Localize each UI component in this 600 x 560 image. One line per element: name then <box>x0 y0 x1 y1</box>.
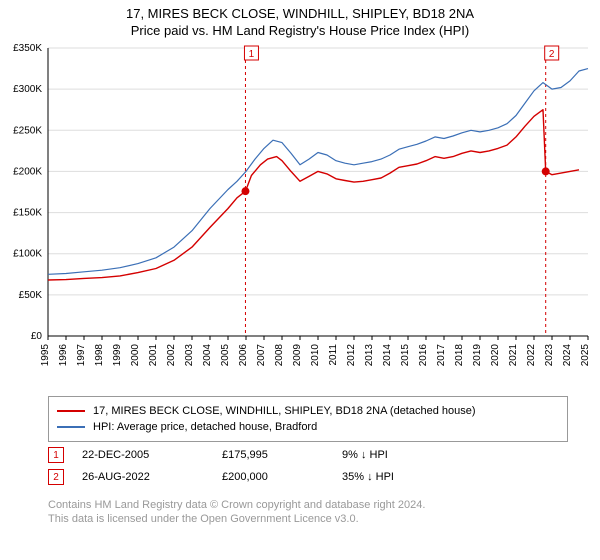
legend: 17, MIRES BECK CLOSE, WINDHILL, SHIPLEY,… <box>48 396 568 442</box>
svg-text:£150K: £150K <box>13 208 42 219</box>
svg-text:2022: 2022 <box>526 344 537 367</box>
svg-text:2015: 2015 <box>400 344 411 367</box>
sale-marker-num: 2 <box>53 472 59 483</box>
svg-text:2013: 2013 <box>364 344 375 367</box>
sale-marker-num: 1 <box>53 450 59 461</box>
sale-marker-1: 1 <box>48 447 64 463</box>
legend-swatch-subject <box>57 410 85 412</box>
sale-delta: 35% ↓ HPI <box>342 471 462 483</box>
legend-row: HPI: Average price, detached house, Brad… <box>57 419 559 435</box>
table-row: 2 26-AUG-2022 £200,000 35% ↓ HPI <box>48 466 550 488</box>
chart-title: 17, MIRES BECK CLOSE, WINDHILL, SHIPLEY,… <box>0 0 600 21</box>
chart-svg: £0£50K£100K£150K£200K£250K£300K£350K1995… <box>48 48 588 368</box>
svg-text:£300K: £300K <box>13 84 42 95</box>
svg-text:£200K: £200K <box>13 166 42 177</box>
svg-text:2005: 2005 <box>220 344 231 367</box>
svg-text:1995: 1995 <box>40 344 51 367</box>
svg-text:2009: 2009 <box>292 344 303 367</box>
svg-text:2014: 2014 <box>382 344 393 367</box>
svg-text:2000: 2000 <box>130 344 141 367</box>
svg-text:2023: 2023 <box>544 344 555 367</box>
svg-text:2008: 2008 <box>274 344 285 367</box>
chart-subtitle: Price paid vs. HM Land Registry's House … <box>0 21 600 38</box>
svg-text:1996: 1996 <box>58 344 69 367</box>
sale-delta: 9% ↓ HPI <box>342 449 462 461</box>
svg-text:1999: 1999 <box>112 344 123 367</box>
attrib-line: Contains HM Land Registry data © Crown c… <box>48 498 425 512</box>
svg-text:2010: 2010 <box>310 344 321 367</box>
svg-text:2004: 2004 <box>202 344 213 367</box>
svg-text:1: 1 <box>249 49 255 60</box>
svg-text:2016: 2016 <box>418 344 429 367</box>
svg-text:2019: 2019 <box>472 344 483 367</box>
svg-text:2002: 2002 <box>166 344 177 367</box>
svg-text:2007: 2007 <box>256 344 267 367</box>
table-row: 1 22-DEC-2005 £175,995 9% ↓ HPI <box>48 444 550 466</box>
chart-area: £0£50K£100K£150K£200K£250K£300K£350K1995… <box>48 48 588 368</box>
sale-marker-2: 2 <box>48 469 64 485</box>
legend-swatch-hpi <box>57 426 85 428</box>
svg-text:2011: 2011 <box>328 344 339 366</box>
sale-price: £200,000 <box>222 471 342 483</box>
svg-text:1997: 1997 <box>76 344 87 367</box>
svg-text:2006: 2006 <box>238 344 249 367</box>
svg-text:2024: 2024 <box>562 344 573 367</box>
svg-text:£350K: £350K <box>13 43 42 54</box>
svg-text:2001: 2001 <box>148 344 159 367</box>
legend-label: 17, MIRES BECK CLOSE, WINDHILL, SHIPLEY,… <box>93 403 476 419</box>
sale-date: 22-DEC-2005 <box>82 449 222 461</box>
svg-text:£0: £0 <box>31 331 43 342</box>
svg-text:2018: 2018 <box>454 344 465 367</box>
sale-price: £175,995 <box>222 449 342 461</box>
svg-text:2012: 2012 <box>346 344 357 367</box>
legend-row: 17, MIRES BECK CLOSE, WINDHILL, SHIPLEY,… <box>57 403 559 419</box>
svg-text:1998: 1998 <box>94 344 105 367</box>
attrib-line: This data is licensed under the Open Gov… <box>48 512 425 526</box>
svg-text:£50K: £50K <box>19 290 43 301</box>
svg-text:2021: 2021 <box>508 344 519 367</box>
svg-text:2020: 2020 <box>490 344 501 367</box>
attribution: Contains HM Land Registry data © Crown c… <box>48 498 425 526</box>
sales-table: 1 22-DEC-2005 £175,995 9% ↓ HPI 2 26-AUG… <box>48 444 550 488</box>
legend-label: HPI: Average price, detached house, Brad… <box>93 419 317 435</box>
svg-text:2025: 2025 <box>580 344 591 367</box>
svg-text:2017: 2017 <box>436 344 447 367</box>
svg-text:2003: 2003 <box>184 344 195 367</box>
svg-text:£250K: £250K <box>13 125 42 136</box>
sale-date: 26-AUG-2022 <box>82 471 222 483</box>
svg-text:£100K: £100K <box>13 249 42 260</box>
svg-text:2: 2 <box>549 49 555 60</box>
